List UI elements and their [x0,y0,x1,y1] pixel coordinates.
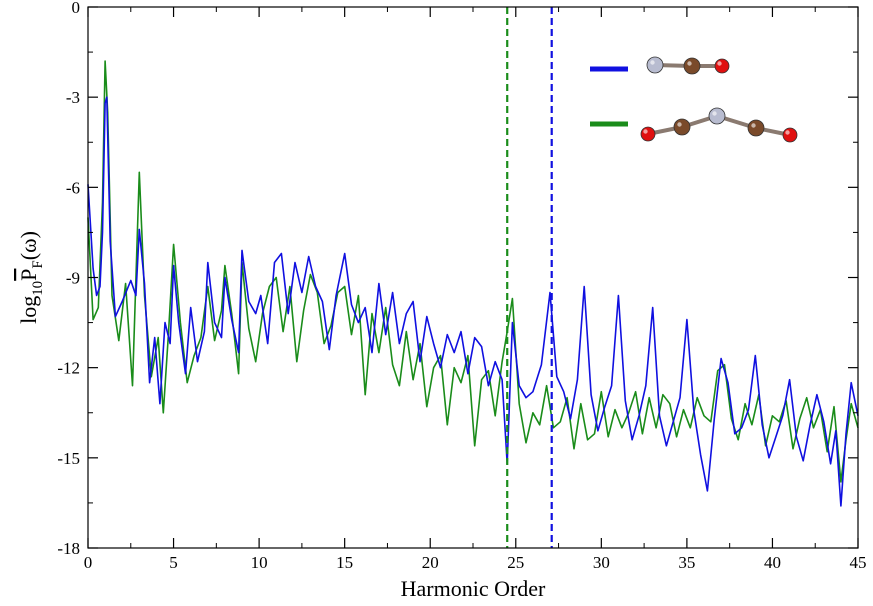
y-axis-title-symbol-sub: F [30,260,46,268]
molecule-atom [646,56,664,74]
molecule-atom [782,127,798,143]
atom-highlight [677,122,682,127]
x-tick-label: 0 [84,553,93,572]
y-tick-label: -12 [57,359,80,378]
x-axis-title: Harmonic Order [401,576,546,601]
molecule-atom [714,58,730,74]
molecule-atom [640,126,656,142]
x-tick-label: 45 [850,553,867,572]
y-tick-label: 0 [72,0,81,17]
y-axis: 0 -3 -6 -9 -12 -15 -18 [57,0,858,558]
y-tick-label: -3 [66,88,80,107]
series-line-2 [87,60,859,483]
y-axis-title-sub: 10 [30,281,46,296]
x-tick-label: 35 [678,553,695,572]
x-tick-label: 5 [169,553,178,572]
y-axis-title-symbol: P [16,269,41,281]
atom-highlight [643,129,648,134]
x-axis: 0 5 10 15 20 25 30 35 40 45 [84,7,867,572]
series-layer [87,60,859,507]
y-axis-title-prefix: log [16,296,41,324]
atom-highlight [717,61,722,66]
x-tick-label: 40 [764,553,781,572]
molecule-atom [747,119,765,137]
molecule-atom [683,57,701,75]
y-tick-label: -18 [57,539,80,558]
plot-frame [87,6,859,549]
x-tick-label: 20 [422,553,439,572]
y-axis-title: log10PF(ω) [16,231,46,324]
atom-highlight [785,130,790,135]
atom-highlight [650,60,655,65]
legend-molecule-1 [646,56,730,75]
series-line-1 [87,96,859,507]
cutoff-lines [506,7,553,548]
y-tick-label: -15 [57,449,80,468]
molecule-atom [673,118,691,136]
x-tick-label: 30 [593,553,610,572]
molecule-atom [708,107,726,125]
x-tick-label: 10 [251,553,268,572]
x-tick-label: 15 [336,553,353,572]
legend-molecule-2 [640,107,798,143]
x-tick-label: 25 [507,553,524,572]
atom-highlight [687,61,692,66]
y-axis-title-suffix: (ω) [16,231,41,260]
legend [590,56,798,143]
atom-highlight [751,123,756,128]
atom-highlight [712,111,717,116]
y-tick-label: -9 [66,269,80,288]
y-tick-label: -6 [66,178,80,197]
